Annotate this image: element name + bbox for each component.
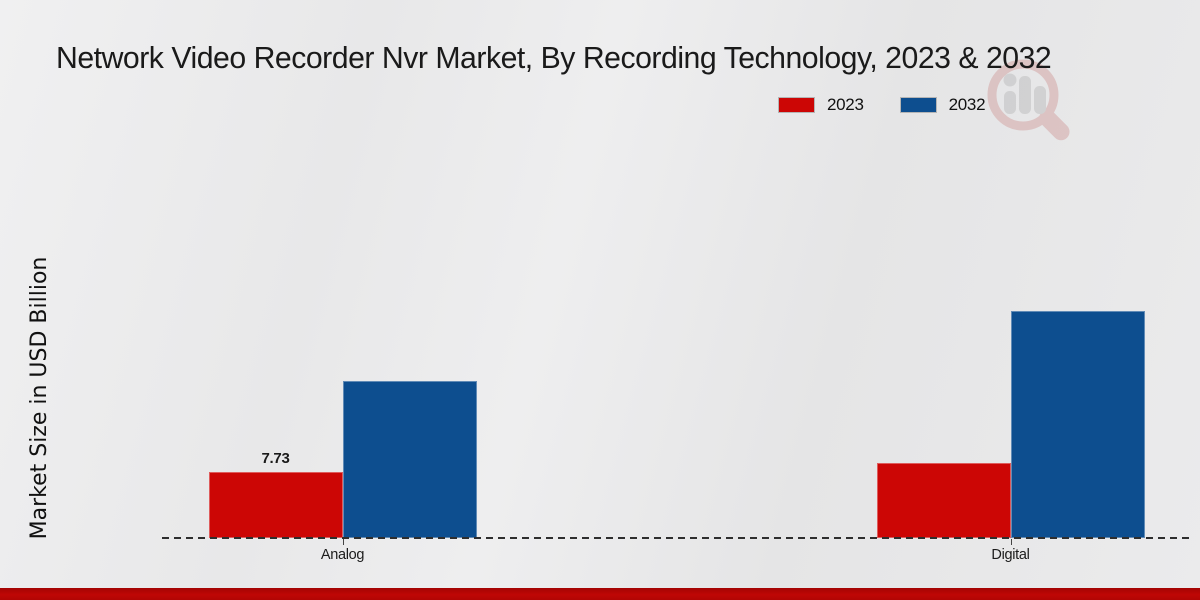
legend-item-2032: 2032 bbox=[899, 95, 986, 115]
bar-2032-analog bbox=[342, 381, 477, 538]
chart-title: Network Video Recorder Nvr Market, By Re… bbox=[56, 40, 1052, 75]
bar-value-label-2023-analog: 7.73 bbox=[261, 450, 290, 467]
legend-swatch-2032 bbox=[899, 97, 937, 113]
bar-2032-digital bbox=[1010, 311, 1145, 538]
category-label-digital: Digital bbox=[991, 547, 1030, 563]
legend-label: 2023 bbox=[827, 95, 864, 114]
x-axis-tick-digital bbox=[1010, 539, 1012, 545]
legend-item-2023: 2023 bbox=[778, 95, 864, 115]
y-axis-label: Market Size in USD Billion bbox=[27, 256, 52, 540]
footer-accent-strip bbox=[0, 588, 1200, 600]
x-axis-tick-analog bbox=[342, 539, 344, 545]
magnifier-bar-chart-logo-icon bbox=[987, 59, 1070, 141]
legend: 2023 2032 bbox=[778, 95, 986, 115]
legend-swatch-2023 bbox=[778, 97, 815, 113]
legend-label: 2032 bbox=[948, 95, 986, 114]
bar-2023-analog bbox=[208, 472, 343, 538]
bar-2023-digital bbox=[876, 463, 1011, 538]
x-axis-baseline bbox=[162, 537, 1190, 539]
category-label-analog: Analog bbox=[320, 547, 365, 563]
